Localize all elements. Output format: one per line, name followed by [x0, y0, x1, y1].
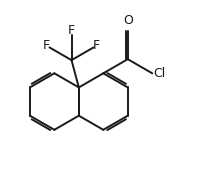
Text: O: O: [123, 14, 133, 27]
Text: F: F: [68, 24, 75, 37]
Text: Cl: Cl: [154, 67, 166, 80]
Text: F: F: [43, 39, 50, 52]
Text: F: F: [93, 39, 100, 52]
